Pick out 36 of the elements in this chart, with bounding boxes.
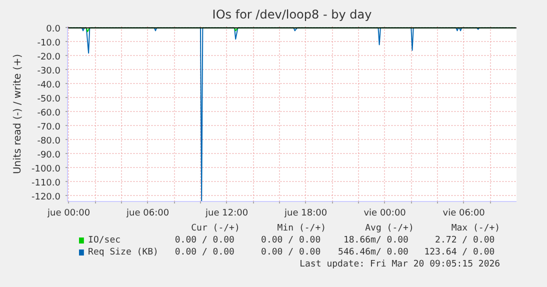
- y-tick-label: -20.0: [37, 52, 61, 62]
- y-tick-label: 0.0: [46, 24, 61, 34]
- x-tick-label: jue 00:00: [46, 208, 90, 218]
- text: Cur (-/+): [191, 224, 240, 234]
- y-tick-label: -10.0: [37, 38, 61, 48]
- y-tick-label: -30.0: [37, 66, 61, 76]
- text: Last update: Fri Mar 20 09:05:15 2026: [300, 260, 500, 270]
- y-tick-label: -80.0: [37, 136, 61, 146]
- text: Min (-/+): [277, 224, 326, 234]
- y-tick-label: -60.0: [37, 108, 61, 118]
- text: 0.00 / 0.00: [261, 248, 321, 258]
- y-tick-label: -110.0: [31, 178, 61, 188]
- text: 0.00 / 0.00: [261, 236, 321, 246]
- legend-label: Req Size (KB): [88, 248, 158, 258]
- y-tick-label: -100.0: [31, 164, 61, 174]
- y-tick-label: -50.0: [37, 94, 61, 104]
- text: 2.72 / 0.00: [435, 236, 495, 246]
- text: Max (-/+): [451, 224, 500, 234]
- y-axis-title: Units read (-) / write (+): [12, 54, 24, 174]
- text: Avg (-/+): [365, 224, 414, 234]
- text: 0.00 / 0.00: [174, 248, 234, 258]
- x-tick-label: jue 12:00: [204, 208, 248, 218]
- y-tick-label: -70.0: [37, 122, 61, 132]
- y-tick-label: -40.0: [37, 80, 61, 90]
- legend-label: IO/sec: [88, 236, 121, 246]
- x-tick-label: jue 18:00: [284, 208, 328, 218]
- text: 546.46m/ 0.00: [338, 248, 408, 258]
- x-tick-label: jue 06:00: [126, 208, 170, 218]
- chart-title: IOs for /dev/loop8 - by day: [212, 8, 372, 22]
- y-tick-label: -120.0: [31, 192, 61, 202]
- x-tick-label: vie 06:00: [442, 208, 486, 218]
- text: 0.00 / 0.00: [174, 236, 234, 246]
- y-tick-label: -90.0: [37, 150, 61, 160]
- x-tick-label: vie 00:00: [364, 208, 406, 218]
- text: 123.64 / 0.00: [424, 248, 495, 258]
- text: 18.66m/ 0.00: [343, 236, 408, 246]
